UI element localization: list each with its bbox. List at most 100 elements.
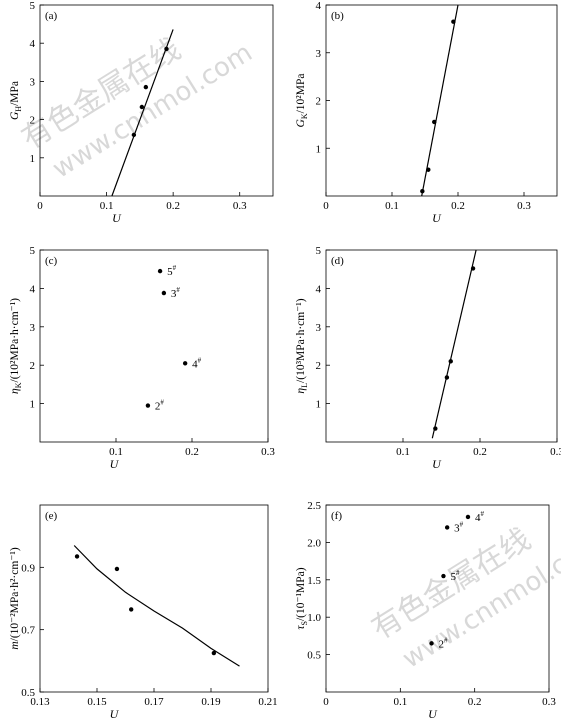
- x-tick-label: 0.1: [100, 200, 114, 212]
- panel-f: 0 0.1 0.2 0.3 0.5 1.0 1.5 2.0 2.5 (f) UτS/(10⁻¹MPa…: [295, 500, 556, 721]
- x-tick-label: 0.2: [468, 696, 482, 708]
- point-label: 5#: [450, 569, 460, 583]
- x-tick-label: 0.2: [185, 446, 199, 458]
- point-label: 5#: [167, 264, 177, 278]
- y-tick-label: 3: [30, 76, 36, 88]
- data-point: [114, 566, 120, 572]
- y-tick-label: 3: [30, 322, 36, 334]
- data-point: [182, 361, 188, 366]
- y-tick-label: 2: [30, 115, 36, 127]
- plot-frame: [325, 4, 558, 197]
- data-point: [211, 650, 217, 656]
- y-tick-label: 1.5: [307, 575, 321, 587]
- x-axis-label: U: [428, 707, 438, 721]
- data-point: [433, 426, 438, 431]
- x-tick-label: 0.3: [517, 200, 531, 212]
- y-tick-label: 2.5: [307, 500, 321, 512]
- data-point: [429, 641, 434, 646]
- x-tick-label: 0.1: [396, 446, 410, 458]
- y-tick-label: 4: [316, 0, 322, 12]
- y-tick-label: 0.7: [21, 625, 35, 637]
- data-point: [465, 514, 471, 520]
- y-tick-label: 5: [30, 245, 36, 257]
- panel-label: (b): [331, 10, 344, 22]
- y-tick-label: 4: [30, 283, 36, 295]
- x-tick-label: 0.1: [109, 446, 123, 458]
- y-tick-label: 2: [316, 96, 322, 108]
- panel-label: (d): [331, 255, 344, 267]
- data-point: [145, 403, 151, 408]
- data-point: [129, 607, 134, 612]
- x-axis-label: U: [110, 457, 120, 471]
- panel-c: 0.1 0.2 0.3 1 2 3 4 5 (c) UηK/(10²MPa·h·cm⁻¹) 2# 5#…: [9, 245, 275, 471]
- x-tick-label: 0: [323, 696, 329, 708]
- y-tick-label: 5: [30, 0, 36, 12]
- data-point: [74, 554, 80, 559]
- point-label: 3#: [454, 520, 464, 534]
- panel-label: (a): [45, 10, 58, 22]
- data-point: [157, 268, 163, 274]
- panel-label: (e): [45, 510, 58, 522]
- x-tick-label: 0: [323, 200, 329, 212]
- x-tick-label: 0.2: [473, 446, 487, 458]
- y-tick-label: 3: [316, 322, 322, 334]
- plot-frame: [325, 249, 558, 443]
- data-point: [426, 167, 431, 172]
- x-tick-label: 0.1: [385, 200, 399, 212]
- data-point: [448, 359, 453, 364]
- data-point: [444, 525, 450, 530]
- y-tick-label: 0.9: [21, 562, 35, 574]
- point-label: 4#: [475, 510, 485, 524]
- y-axis-label: ηL/(10³MPa·h·cm⁻¹): [295, 298, 309, 393]
- data-point: [444, 375, 450, 380]
- panel-d: 0.1 0.2 0.3 1 2 3 4 5 (d) UηL/(10³MPa·h·cm⁻¹): [295, 245, 561, 471]
- data-point: [131, 132, 137, 138]
- plot-frame: [39, 249, 269, 443]
- x-axis-label: U: [432, 457, 442, 471]
- panel-label: (c): [45, 255, 58, 267]
- x-tick-label: 0.13: [30, 696, 50, 708]
- data-point: [432, 119, 437, 125]
- y-tick-label: 2: [316, 360, 322, 372]
- panel-label: (f): [331, 510, 342, 522]
- y-tick-label: 1: [30, 399, 36, 411]
- x-tick-label: 0.19: [201, 696, 221, 708]
- fit-line: [111, 29, 174, 197]
- point-label: 3#: [171, 286, 181, 300]
- fit-line: [73, 545, 240, 667]
- y-tick-label: 0.5: [307, 650, 321, 662]
- plot-frame: [39, 4, 274, 197]
- y-axis-label: GH/MPa: [9, 81, 23, 120]
- y-axis-label: GK/10²MPa: [295, 74, 309, 128]
- y-tick-label: 1: [316, 399, 322, 411]
- point-label: 4#: [192, 356, 202, 370]
- y-tick-label: 4: [30, 38, 36, 50]
- x-axis-label: U: [432, 211, 442, 225]
- x-tick-label: 0: [37, 200, 43, 212]
- data-point: [420, 189, 425, 194]
- x-tick-label: 0.15: [87, 696, 107, 708]
- y-tick-label: 1.0: [307, 612, 321, 624]
- panel-e: 0.13 0.15 0.17 0.19 0.21 0.5 0.7 0.9 (e) Um/(10⁻²…: [9, 504, 278, 721]
- x-tick-label: 0.17: [144, 696, 164, 708]
- y-tick-label: 5: [316, 245, 322, 257]
- panel-a: 0 0.1 0.2 0.3 1 2 3 4 5 (a) U GH/MPa: [9, 0, 274, 225]
- data-point: [143, 84, 149, 90]
- x-tick-label: 0.1: [393, 696, 407, 708]
- y-axis-label: τS/(10⁻¹MPa): [295, 567, 309, 629]
- panel-b: 0 0.1 0.2 0.3 1 2 3 4 (b) U GK/10²MPa: [295, 0, 558, 225]
- y-tick-label: 2.0: [307, 537, 321, 549]
- x-tick-label: 0.2: [451, 200, 465, 212]
- y-tick-label: 0.5: [21, 687, 35, 699]
- data-point: [441, 573, 446, 579]
- data-point: [139, 104, 145, 110]
- y-axis-label: ηK/(10²MPa·h·cm⁻¹): [9, 298, 23, 394]
- plot-frame: [39, 504, 269, 693]
- y-axis-label: m/(10⁻²MPa·h²·cm⁻¹): [9, 547, 21, 650]
- x-tick-label: 0.3: [542, 696, 556, 708]
- plot-frame: [325, 504, 550, 693]
- x-tick-label: 0.2: [166, 200, 180, 212]
